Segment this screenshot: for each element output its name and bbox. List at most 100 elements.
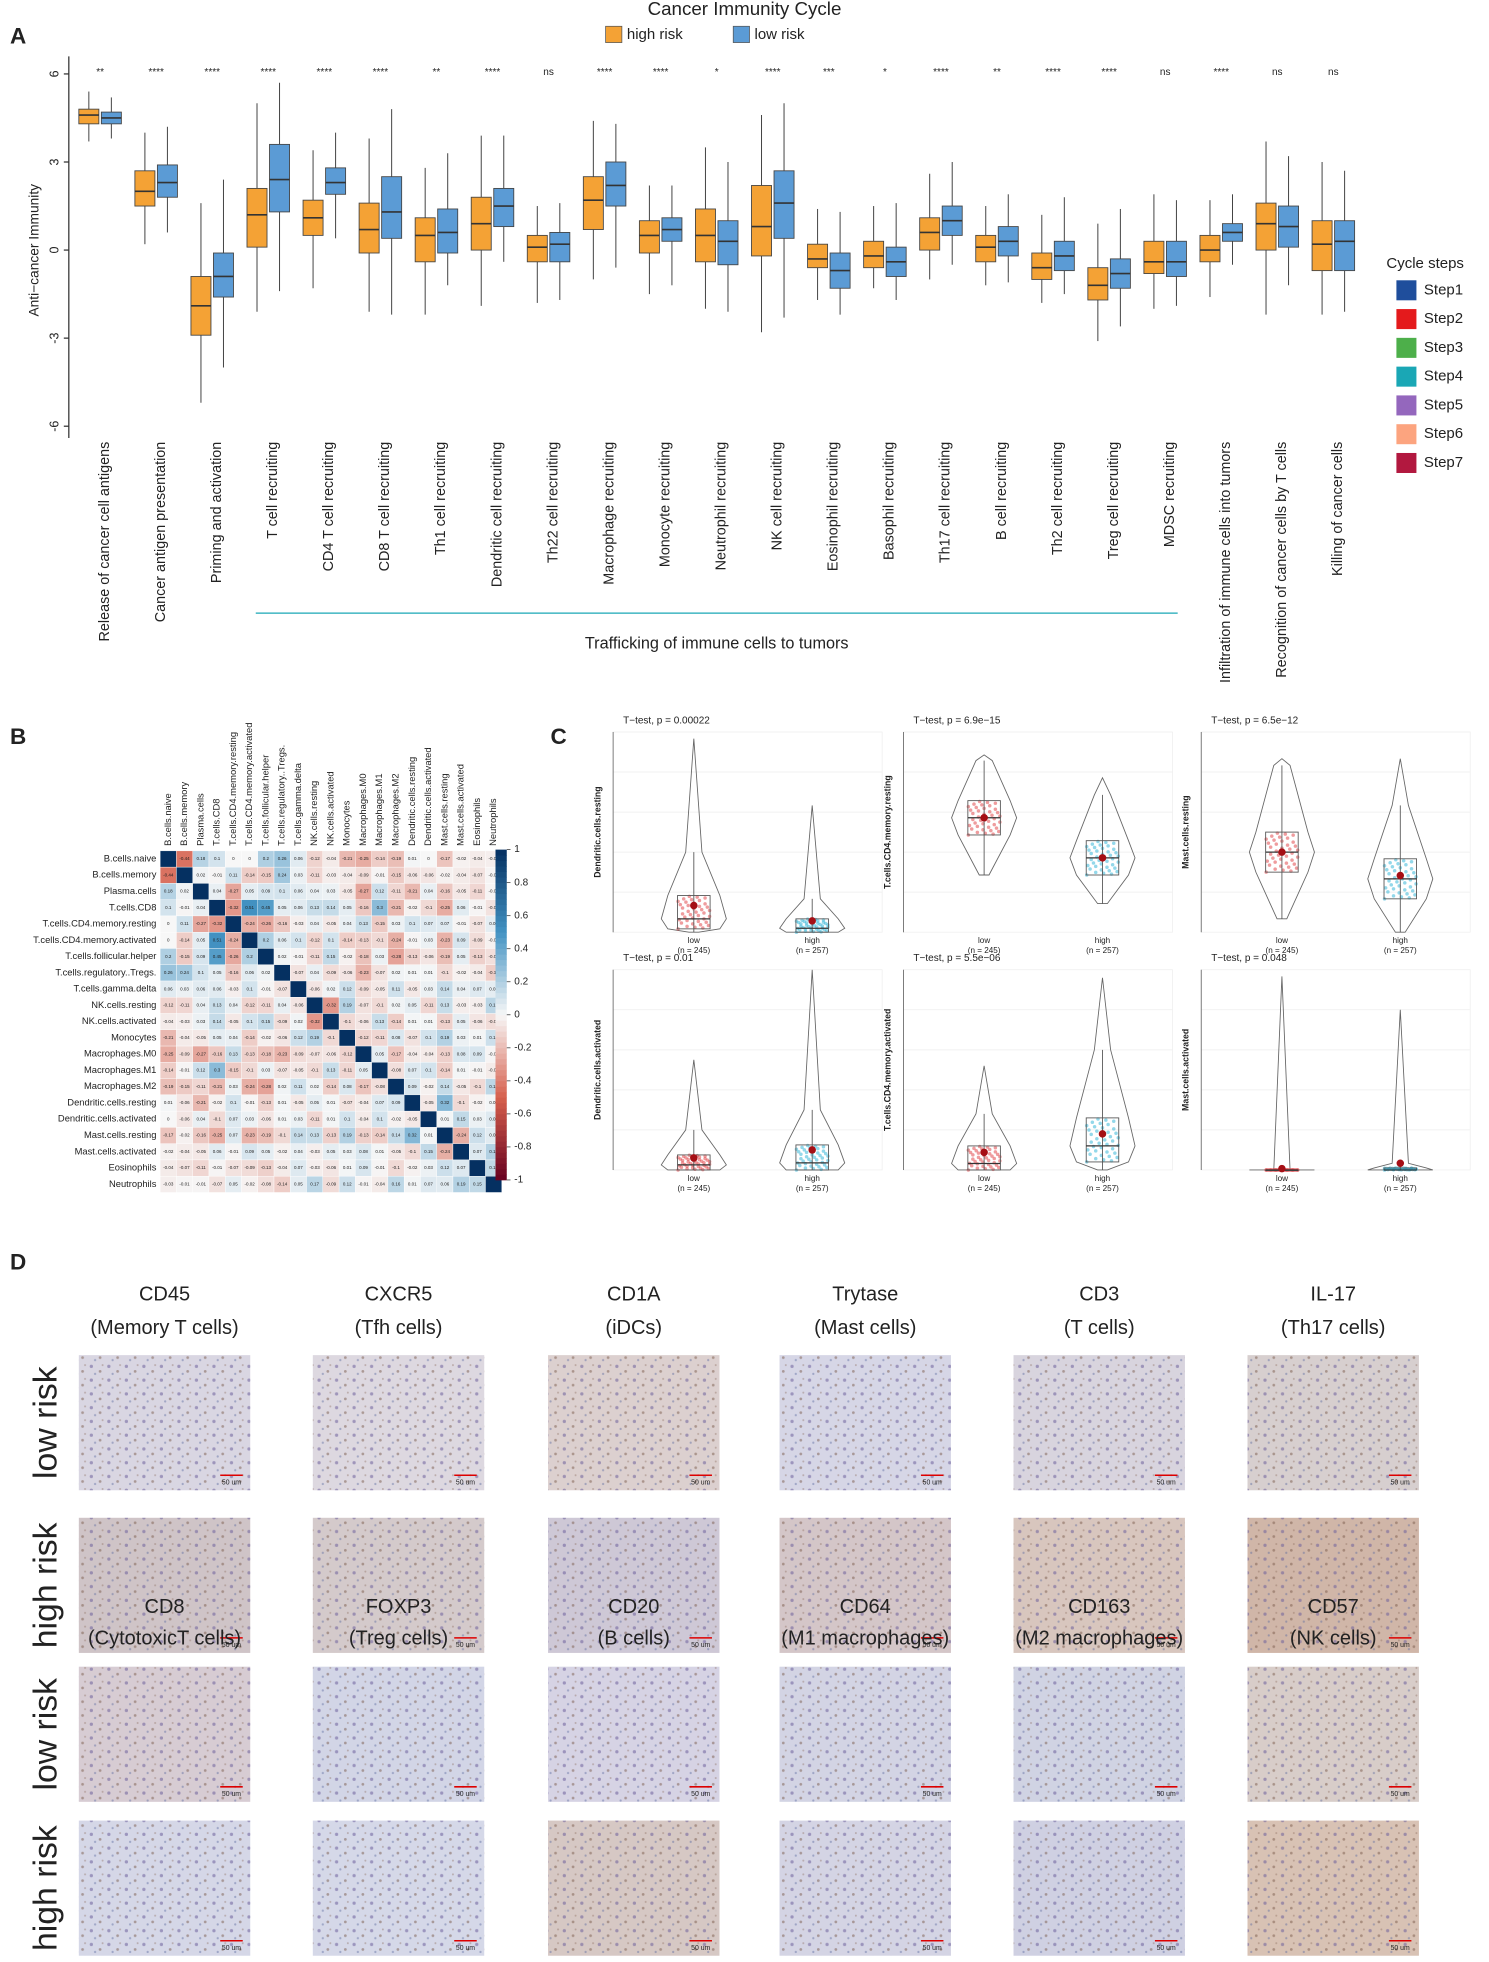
jitter-point [1107,1154,1111,1159]
jitter-point [971,1157,975,1161]
jitter-point [976,1151,981,1155]
cell-label: -0.09 [472,938,483,943]
cell-label: -0.06 [326,1051,337,1056]
cell-label: -0.01 [228,1149,239,1154]
cell-label: -0.21 [196,1100,207,1105]
cell-label: 0.13 [310,1133,319,1138]
violin [1069,776,1136,905]
cell-label: -0.09 [326,970,337,975]
x-tick-label: low [1276,1174,1288,1183]
cell-label: 0.01 [424,1133,433,1138]
significance-label: **** [1213,67,1229,78]
cell-label: -0.04 [488,1068,499,1073]
cell-label: 0.01 [343,1165,352,1170]
ihc-texture [779,1820,951,1956]
cell-label: 0.12 [375,889,384,894]
colorbar-segment [495,932,507,939]
box [78,108,100,125]
jitter-point [696,913,701,918]
scale-label: 50 um [456,1642,475,1649]
colorbar-segment [495,893,507,900]
significance-label: ns [1272,67,1283,78]
jitter-point [1111,1127,1116,1131]
legend-swatch [1396,337,1417,358]
jitter-point [680,912,685,916]
cell-label: -0.13 [440,1019,451,1024]
n-label: (n = 257) [796,946,829,955]
violin [660,1059,727,1171]
cell-label: 0.01 [327,1100,336,1105]
column-label: T.cells.CD4.memory.activated [244,723,254,846]
cell-label: 0.16 [392,1182,401,1187]
cell-label: -0.09 [358,872,369,877]
colorbar-label: 0.2 [514,976,528,987]
colorbar-segment [495,1157,507,1164]
cell-label: -0.12 [358,1035,369,1040]
box [582,176,604,230]
plot-area [612,969,883,1171]
cell-label: 0.02 [278,1084,287,1089]
jitter-point [1294,866,1299,870]
cell-label: 0.05 [213,970,222,975]
marker-cells: (Mast cells) [814,1317,916,1339]
jitter-point [697,898,702,903]
colorbar-segment [495,1031,507,1038]
cell-label: 0 [167,1116,170,1121]
box [638,220,660,254]
box [549,232,571,263]
x-tick-label: MDSC recruiting [1162,442,1178,547]
jitter-point [703,1156,707,1161]
jitter-point [1114,1131,1118,1136]
cell-label: 0 [232,856,235,861]
colorbar-label: 0 [514,1009,520,1020]
scale-label: 50 um [456,1945,475,1952]
cell-label: -0.05 [196,1035,207,1040]
ihc-texture [1247,1517,1419,1653]
scale-label: 50 um [923,1945,942,1952]
cell-label: -0.02 [423,1084,434,1089]
cell-label: 0.02 [196,872,205,877]
ihc-texture [78,1820,251,1956]
heatmap-cell [159,850,177,868]
jitter-point [1277,835,1282,839]
cell-label: 0.07 [229,1133,238,1138]
jitter-point [1412,871,1416,875]
cell-label: -0.07 [212,1182,223,1187]
heatmap-cell [452,1143,470,1161]
jitter-point [1092,845,1097,850]
legend-label: Step4 [1424,368,1463,385]
cell-label: -0.02 [456,970,467,975]
cell-label: 0.03 [245,1116,254,1121]
cell-label: -0.01 [212,1165,223,1170]
cell-label: -0.13 [358,938,369,943]
cell-label: 0.06 [164,986,173,991]
cell-label: -0.23 [440,938,451,943]
box [269,143,290,213]
cell-label: 0.14 [327,905,336,910]
cell-label: -0.1 [246,1068,254,1073]
x-tick-label: low [978,936,990,945]
cell-label: -0.1 [425,905,433,910]
cell-label: -0.02 [391,1116,402,1121]
cell-label: -0.06 [358,1019,369,1024]
cell-label: -0.06 [310,986,321,991]
box [493,187,515,228]
jitter-point [688,912,693,917]
cell-label: 0.03 [180,986,189,991]
ihc-texture [1013,1666,1185,1802]
jitter-point [1106,850,1110,854]
colorbar-segment [495,1003,507,1010]
cell-label: 0.01 [375,1149,384,1154]
violin [1367,758,1434,933]
cell-label: 0.04 [343,921,352,926]
subplot-title: T−test, p = 5.5e−06 [913,953,1000,964]
jitter-point [685,918,689,923]
scale-label: 50 um [222,1791,241,1798]
jitter-point [1105,1150,1109,1154]
cell-label: -0.01 [488,1051,499,1056]
jitter-point [1098,1121,1102,1126]
jitter-point [1414,875,1418,879]
cell-label: -0.12 [342,1051,353,1056]
jitter-point [1295,848,1300,852]
cell-label: 0.01 [408,1182,417,1187]
